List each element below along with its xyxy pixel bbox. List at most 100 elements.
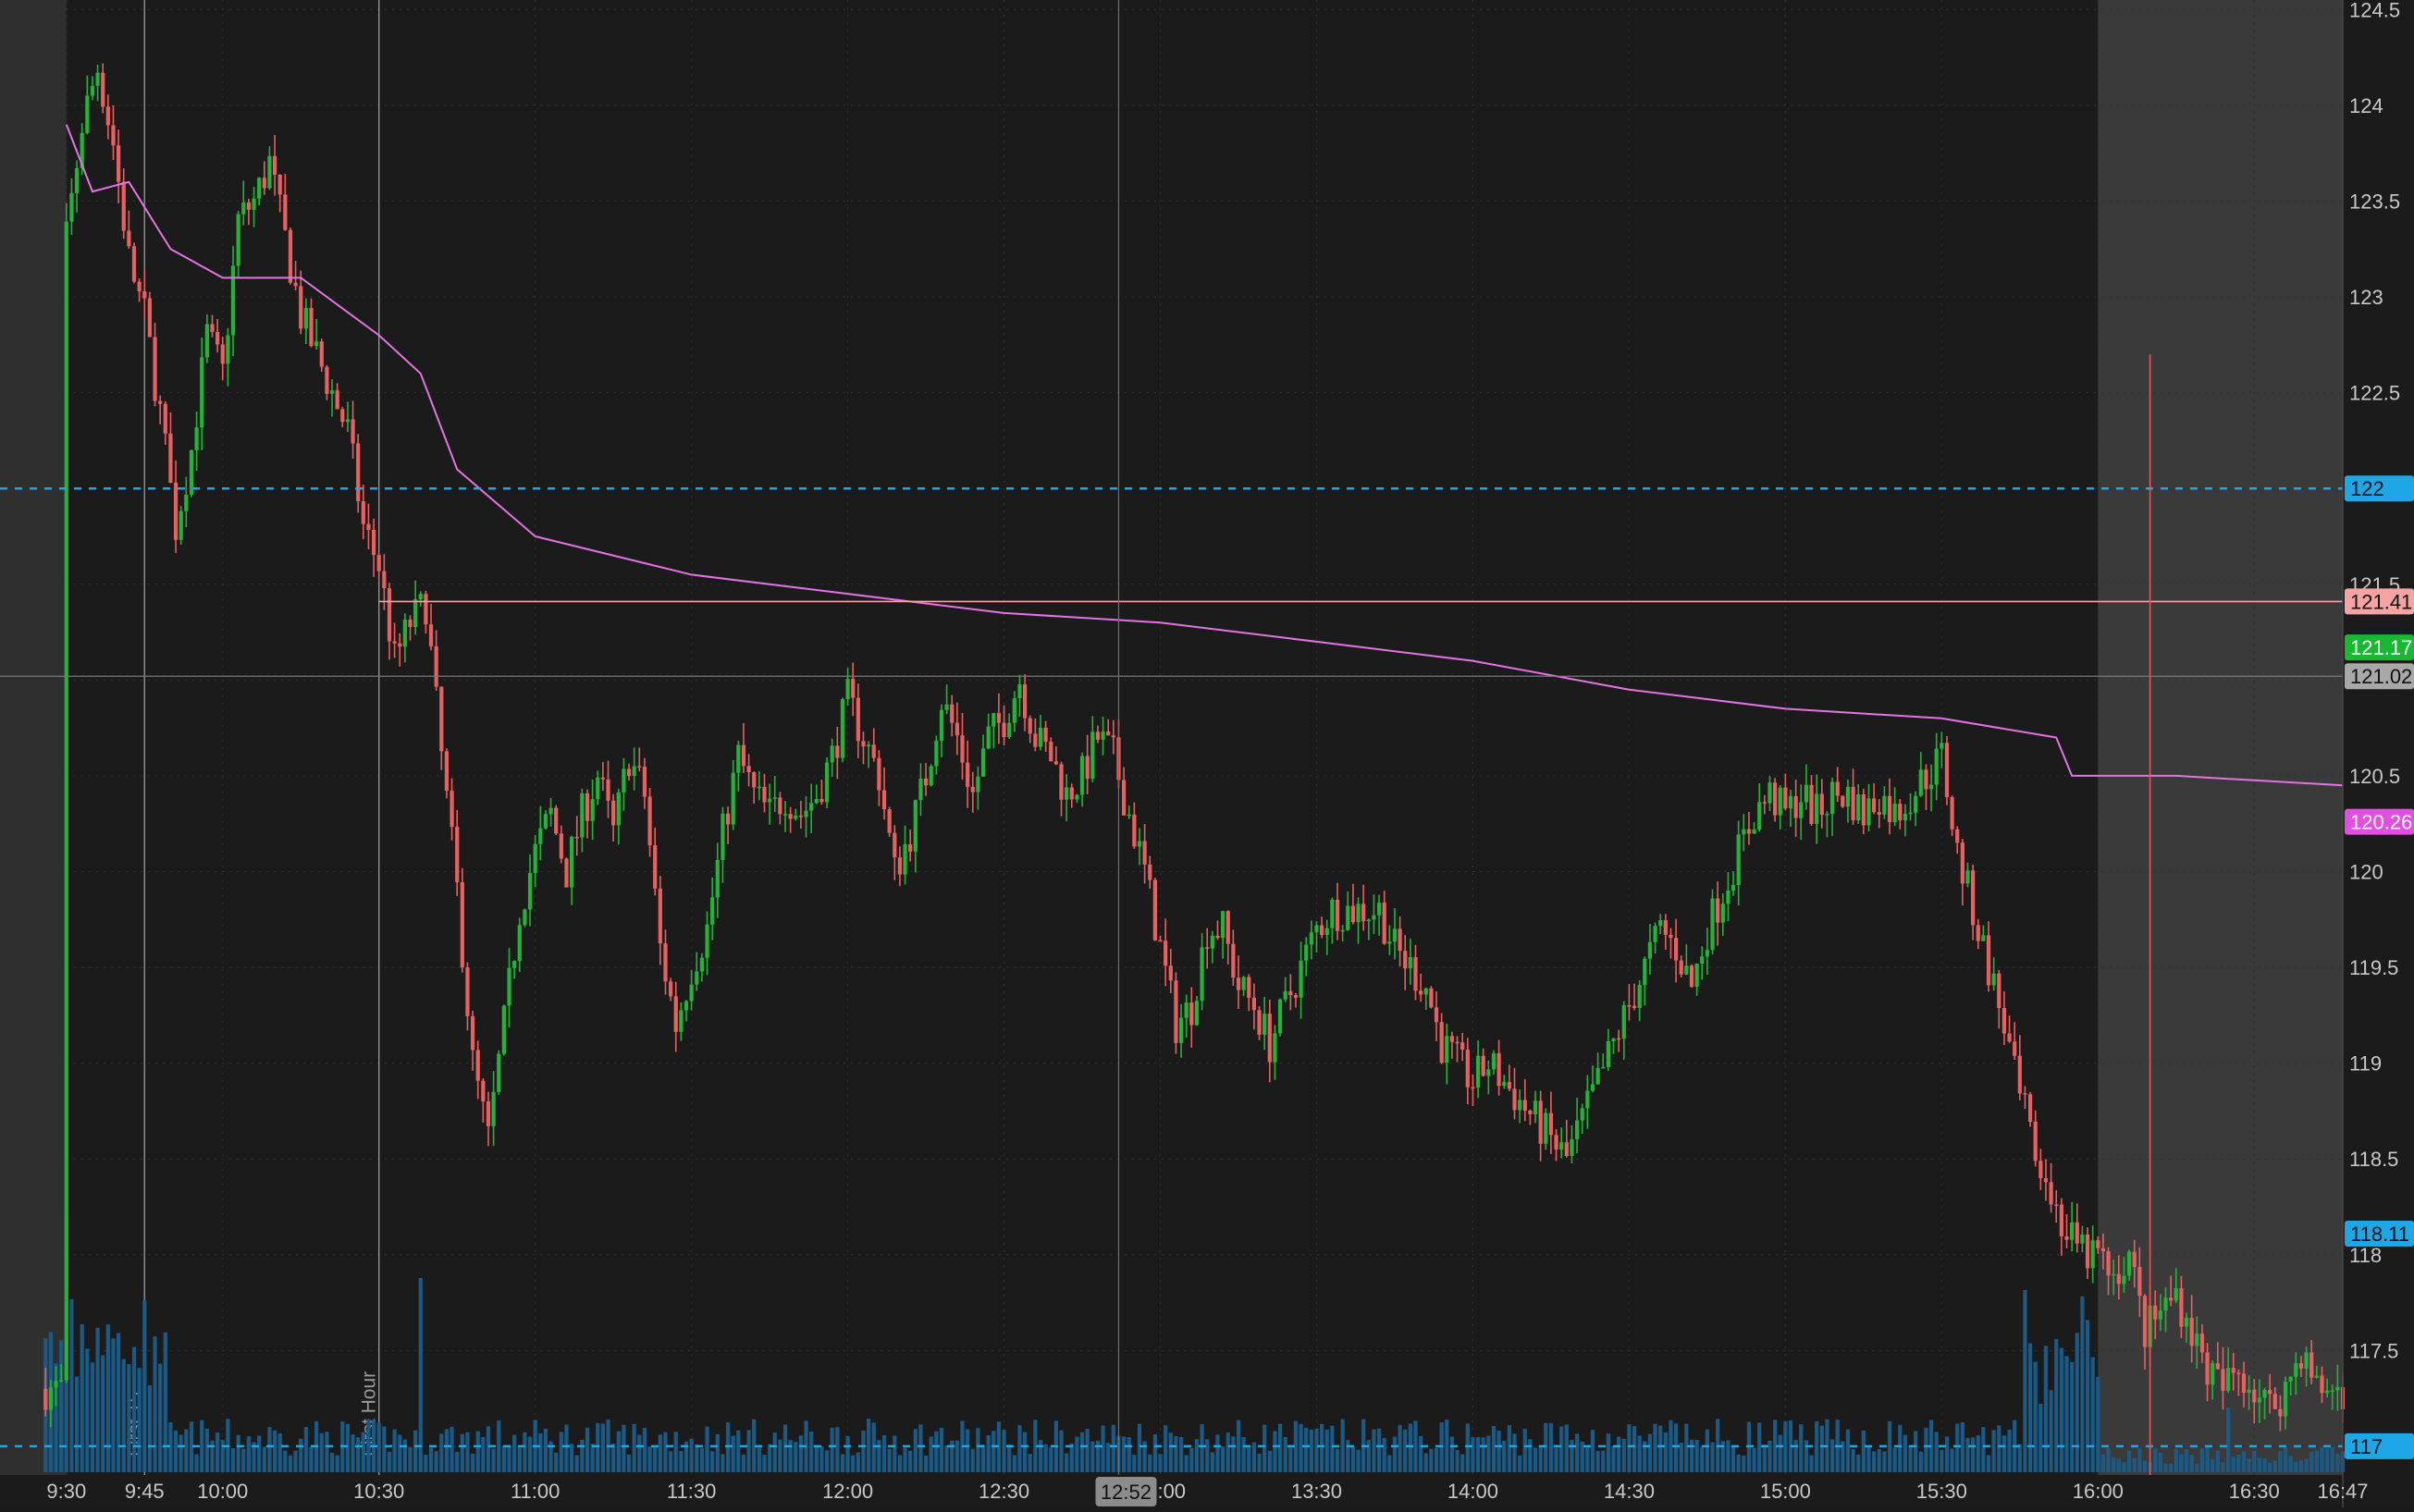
candle-body: [679, 1010, 684, 1032]
volume-bar: [1606, 1433, 1610, 1472]
volume-bar: [1928, 1420, 1934, 1472]
volume-bar: [2205, 1446, 2210, 1472]
volume-bar: [402, 1439, 407, 1472]
y-tick-label: 120.5: [2349, 765, 2400, 788]
candle-body: [1914, 795, 1918, 813]
candle-body: [64, 221, 68, 1381]
y-tick-label: 119: [2349, 1052, 2382, 1076]
candle-body: [835, 745, 840, 758]
candle-body: [830, 745, 834, 763]
volume-bar: [782, 1424, 788, 1472]
candle-body: [168, 433, 173, 483]
candle-body: [819, 798, 824, 803]
candle-body: [257, 178, 262, 199]
candle-body: [1257, 1010, 1262, 1035]
volume-bar: [1455, 1449, 1459, 1472]
candle-body: [1835, 781, 1840, 796]
volume-bar: [939, 1427, 944, 1472]
volume-bar: [741, 1454, 746, 1472]
volume-bar: [1872, 1451, 1877, 1472]
candle-body: [1346, 905, 1350, 930]
candle-body: [527, 872, 533, 910]
candle-body: [606, 779, 610, 801]
candle-body: [1736, 834, 1741, 886]
volume-bar: [653, 1445, 658, 1472]
price-badge-label: 117: [2350, 1435, 2383, 1458]
candle-body: [1746, 829, 1752, 834]
candle-body: [1496, 1052, 1501, 1087]
volume-bar: [2252, 1450, 2257, 1472]
y-tick-label: 120: [2349, 861, 2383, 884]
candle-body: [1429, 988, 1434, 1008]
volume-bar: [1559, 1426, 1564, 1472]
volume-bar: [2179, 1454, 2184, 1472]
candle-body: [1184, 1002, 1189, 1018]
volume-bar: [2023, 1290, 2027, 1472]
candle-body: [2268, 1389, 2272, 1395]
candle-body: [695, 971, 699, 985]
candle-body: [715, 859, 720, 898]
volume-bar: [1679, 1443, 1683, 1472]
candle-body: [2304, 1352, 2309, 1369]
volume-bar: [512, 1434, 517, 1472]
volume-bar: [173, 1430, 179, 1472]
volume-bar: [955, 1440, 959, 1472]
candle-body: [757, 786, 761, 789]
candle-body: [1002, 722, 1006, 738]
volume-bar: [596, 1422, 600, 1472]
volume-bar: [1475, 1437, 1481, 1472]
volume-bar: [798, 1435, 804, 1472]
volume-bar: [204, 1428, 209, 1472]
price-badge-label: 122: [2350, 477, 2384, 500]
x-tick-label: 12:00: [822, 1480, 873, 1503]
volume-bar: [1101, 1425, 1105, 1472]
candle-body: [2320, 1375, 2324, 1394]
volume-bar: [1262, 1424, 1267, 1472]
candle-body: [1829, 781, 1835, 815]
volume-bar: [460, 1433, 464, 1472]
volume-bar: [1621, 1438, 1626, 1472]
volume-bar: [1127, 1437, 1131, 1472]
volume-bar: [2304, 1458, 2309, 1472]
candle-body: [2043, 1178, 2049, 1183]
volume-bar: [1653, 1423, 1657, 1472]
price-badge: [2345, 1221, 2414, 1247]
volume-bar: [517, 1446, 522, 1472]
candle-body: [877, 757, 881, 791]
candle-body: [1815, 793, 1819, 824]
candle-body: [2001, 1008, 2007, 1034]
volume-bar: [923, 1455, 929, 1472]
volume-bar: [1267, 1450, 1272, 1472]
candle-body: [861, 741, 866, 747]
candle-body: [1033, 733, 1038, 747]
candle-body: [2080, 1234, 2085, 1244]
volume-bar: [1304, 1427, 1309, 1472]
candle-body: [262, 178, 266, 189]
volume-bar: [1387, 1455, 1392, 1472]
candle-body: [1158, 940, 1163, 942]
candle-body: [2023, 1093, 2027, 1095]
candle-body: [2027, 1094, 2033, 1122]
volume-bar: [1330, 1425, 1335, 1472]
candle-body: [434, 645, 438, 687]
candle-body: [121, 181, 126, 231]
volume-bar: [1705, 1429, 1710, 1472]
price-badge: [2345, 634, 2414, 661]
candle-body: [1548, 1112, 1554, 1136]
volume-bar: [2294, 1461, 2298, 1472]
candle-body: [241, 202, 246, 215]
volume-bar: [200, 1420, 204, 1472]
candle-body: [1043, 727, 1048, 743]
candle-body: [1241, 977, 1246, 990]
volume-bar: [1689, 1439, 1694, 1472]
volume-bar: [2090, 1357, 2095, 1472]
volume-bar: [2241, 1451, 2247, 1472]
candle-body: [43, 1388, 48, 1410]
candle-body: [69, 192, 74, 222]
candle-body: [512, 961, 517, 968]
candle-body: [1314, 925, 1319, 933]
candle-body: [2278, 1408, 2283, 1417]
volume-bar: [2033, 1361, 2038, 1472]
candle-body: [1538, 1100, 1543, 1144]
